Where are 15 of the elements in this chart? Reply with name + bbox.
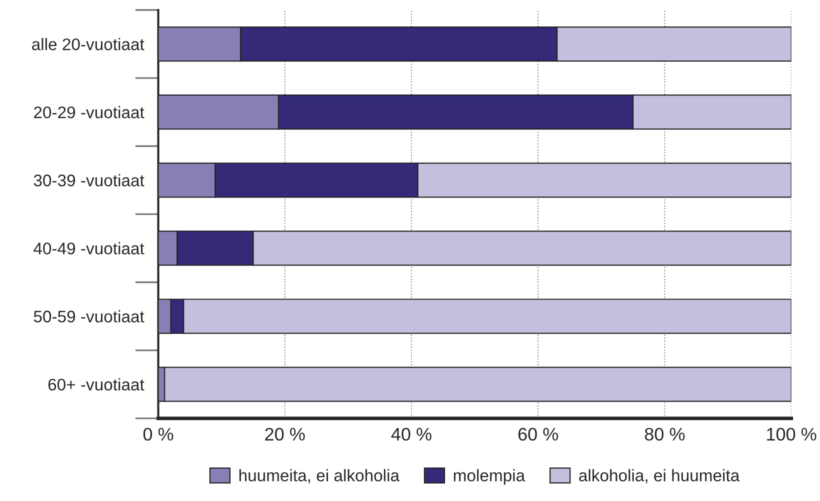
y-tick-label: 20-29 -vuotiaat: [34, 106, 144, 118]
x-tick-label: 60 %: [518, 428, 558, 441]
legend-label: molempia: [454, 469, 526, 485]
y-tick-label: alle 20-vuotiaat: [32, 38, 144, 50]
x-tick-label: 0 %: [143, 428, 174, 441]
y-tick-label: 30-39 -vuotiaat: [34, 174, 144, 186]
y-tick-label: 50-59 -vuotiaat: [34, 310, 144, 322]
legend-label: huumeita, ei alkoholia: [239, 469, 400, 484]
x-tick-label: 80 %: [644, 428, 685, 441]
x-tick-label: 100 %: [767, 428, 816, 441]
y-tick-label: 60+ -vuotiaat: [48, 378, 144, 391]
legend-label: alkoholia, ei huumeita: [579, 469, 740, 484]
x-tick-label: 20 %: [265, 428, 305, 441]
y-tick-label: 40-49 -vuotiaat: [34, 242, 144, 254]
x-tick-label: 40 %: [391, 428, 432, 441]
